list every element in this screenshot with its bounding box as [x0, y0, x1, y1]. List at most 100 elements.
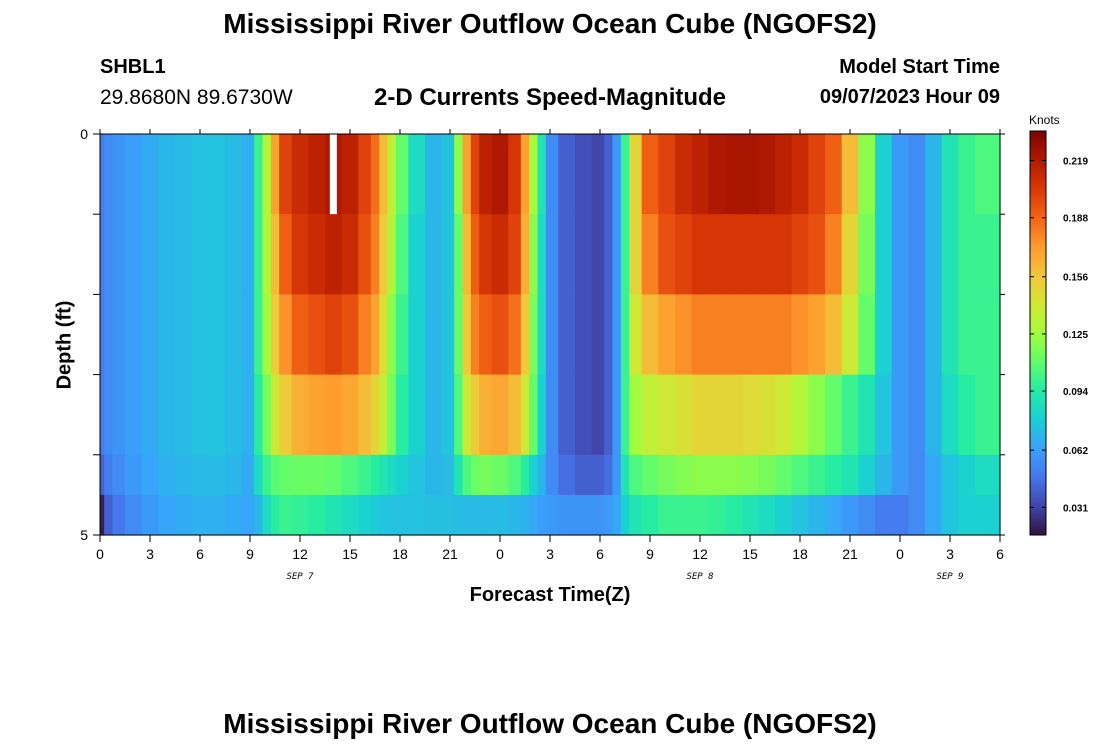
- heatmap-cell: [291, 214, 309, 295]
- heatmap-cell: [462, 374, 472, 456]
- heatmap-cell: [991, 294, 1001, 376]
- missing-data-cell: [329, 134, 337, 215]
- heatmap-cell: [270, 134, 280, 215]
- heatmap-cell: [708, 374, 726, 456]
- x-tick-label: 0: [496, 546, 504, 562]
- heatmap-cell: [470, 294, 480, 376]
- heatmap-cell: [175, 134, 193, 215]
- heatmap-cell: [325, 494, 343, 536]
- heatmap-cell: [658, 454, 676, 496]
- x-tick-label: 0: [896, 546, 904, 562]
- heatmap-cell: [491, 494, 509, 536]
- heatmap-cell: [425, 134, 443, 215]
- heatmap-cell: [641, 214, 659, 295]
- heatmap-cell: [775, 294, 793, 376]
- heatmap-cell: [941, 454, 959, 496]
- heatmap-cell: [741, 214, 759, 295]
- heatmap-cell: [358, 374, 372, 456]
- heatmap-cell: [591, 374, 605, 456]
- heatmap-cell: [891, 454, 909, 496]
- heatmap-cell: [104, 454, 114, 496]
- heatmap-cell: [262, 494, 272, 536]
- heatmap-cell: [262, 294, 272, 376]
- heatmap-cell: [379, 374, 389, 456]
- heatmap-cell: [658, 294, 676, 376]
- heatmap-cell: [612, 454, 622, 496]
- heatmap-cell: [537, 454, 547, 496]
- heatmap-cell: [308, 454, 326, 496]
- date-label: SEP 7: [286, 572, 314, 582]
- heatmap-cell: [891, 294, 909, 376]
- heatmap-cell: [191, 374, 209, 456]
- heatmap-cell: [520, 374, 530, 456]
- heatmap-cell: [241, 294, 255, 376]
- heatmap-cell: [791, 294, 809, 376]
- heatmap-cell: [675, 294, 693, 376]
- heatmap-cell: [612, 134, 622, 215]
- heatmap-cell: [629, 374, 643, 456]
- heatmap-cell: [675, 494, 693, 536]
- heatmap-cell: [454, 134, 464, 215]
- heatmap-cell: [641, 294, 659, 376]
- heatmap-cell: [158, 454, 176, 496]
- heatmap-cell: [520, 134, 530, 215]
- heatmap-cell: [112, 454, 126, 496]
- x-tick-label: 6: [196, 546, 204, 562]
- heatmap-cell: [758, 214, 776, 295]
- heatmap-cell: [708, 494, 726, 536]
- heatmap-cell: [462, 214, 472, 295]
- heatmap-cell: [558, 214, 576, 295]
- heatmap-cell: [620, 134, 630, 215]
- heatmap-cell: [925, 214, 943, 295]
- heatmap-cell: [620, 214, 630, 295]
- heatmap-cell: [308, 374, 326, 456]
- heatmap-cell: [508, 374, 522, 456]
- heatmap-cell: [470, 454, 480, 496]
- heatmap-cell: [470, 374, 480, 456]
- heatmap-cell: [808, 214, 826, 295]
- heatmap-cell: [591, 214, 605, 295]
- heatmap-cell: [508, 494, 522, 536]
- x-tick-label: 21: [442, 546, 458, 562]
- heatmap-cell: [908, 134, 926, 215]
- heatmap-cell: [395, 454, 409, 496]
- heatmap-cell: [158, 134, 176, 215]
- heatmap-cell: [791, 374, 809, 456]
- heatmap-cell: [370, 494, 380, 536]
- heatmap-cell: [941, 134, 959, 215]
- heatmap-cell: [508, 214, 522, 295]
- heatmap-cell: [558, 374, 576, 456]
- heatmap-cells: [100, 134, 1001, 536]
- date-label: SEP 9: [936, 572, 963, 582]
- heatmap-cell: [462, 294, 472, 376]
- heatmap-cell: [158, 214, 176, 295]
- heatmap-cell: [891, 374, 909, 456]
- colorbar-tick-label: 0.188: [1063, 214, 1088, 225]
- heatmap-cell: [370, 214, 380, 295]
- heatmap-cell: [604, 214, 614, 295]
- heatmap-cell: [925, 134, 943, 215]
- heatmap-cell: [158, 494, 176, 536]
- heatmap-cell: [254, 454, 264, 496]
- heatmap-cell: [104, 294, 114, 376]
- heatmap-cell: [991, 494, 1001, 536]
- heatmap-cell: [858, 294, 876, 376]
- heatmap-cell: [454, 374, 464, 456]
- heatmap-cell: [908, 374, 926, 456]
- heatmap-cell: [379, 294, 389, 376]
- heatmap-cell: [270, 494, 280, 536]
- heatmap-cell: [875, 374, 893, 456]
- heatmap-cell: [675, 134, 693, 215]
- heatmap-cell: [808, 454, 826, 496]
- heatmap-cell: [408, 214, 426, 295]
- heatmap-cell: [454, 214, 464, 295]
- heatmap-cell: [279, 494, 293, 536]
- heatmap-cell: [379, 494, 389, 536]
- heatmap-cell: [379, 134, 389, 215]
- heatmap-cell: [545, 454, 559, 496]
- heatmap-cell: [858, 454, 876, 496]
- heatmap-cell: [675, 214, 693, 295]
- heatmap-cell: [112, 294, 126, 376]
- heatmap-cell: [537, 494, 547, 536]
- heatmap-cell: [958, 454, 976, 496]
